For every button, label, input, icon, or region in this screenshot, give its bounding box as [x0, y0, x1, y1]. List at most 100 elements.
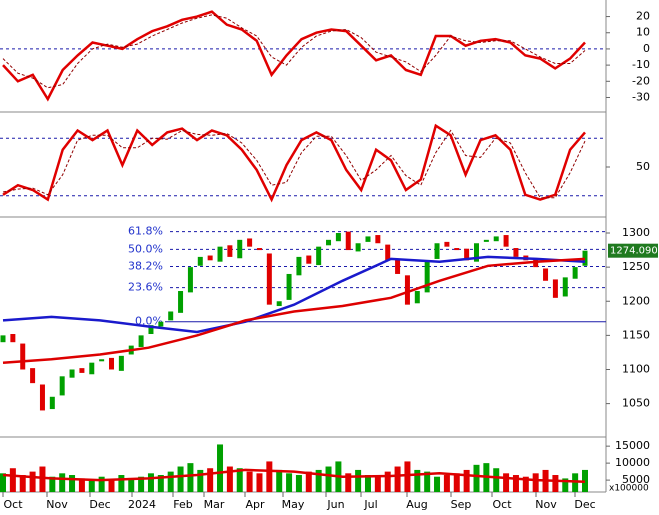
volume-bar [207, 468, 214, 492]
candle-body [306, 255, 312, 264]
candle-body [247, 238, 253, 247]
volume-bar [226, 466, 233, 492]
candle-body [385, 244, 391, 261]
y-tick-label: 1150 [622, 328, 650, 341]
volume-bar [256, 473, 263, 492]
candle-body [404, 275, 410, 305]
candle-body [533, 258, 539, 268]
last-price-box [608, 243, 658, 258]
volume-bar [522, 476, 529, 492]
volume-bar [39, 466, 46, 492]
fib-label: 50.0% [128, 242, 163, 255]
x-tick-label: Sep [451, 498, 472, 511]
line-series [2, 468, 586, 484]
candle-body [276, 301, 282, 307]
candle-body [454, 248, 460, 251]
candle-body [414, 291, 420, 304]
candle-body [582, 250, 588, 266]
volume-bar [473, 464, 480, 492]
y-tick-label: 10 [636, 26, 650, 39]
volume-bar [463, 469, 470, 492]
candle-body [286, 273, 292, 300]
candle-body [187, 267, 193, 293]
volume-bar [197, 469, 204, 492]
volume-bar [138, 476, 145, 492]
candle-body [266, 253, 272, 305]
candle-body [158, 321, 164, 327]
candle-body [207, 255, 213, 261]
candle-body [79, 368, 85, 373]
volume-bar [128, 478, 135, 492]
x-tick-label: Nov [46, 498, 68, 511]
candle-body [464, 248, 470, 261]
volume-bar [29, 471, 36, 492]
y-tick-label: 1250 [622, 260, 650, 273]
volume-bar [118, 475, 125, 492]
x-tick-label: Aug [406, 498, 427, 511]
fib-label: 61.8% [128, 225, 163, 238]
y-tick-label: 10000 [615, 456, 650, 469]
volume-bar [157, 475, 164, 492]
x-tick-label: Dec [89, 498, 110, 511]
volume-bar [315, 469, 322, 492]
candle-body [296, 256, 302, 276]
candle-body [355, 243, 361, 252]
x-tick-label: Feb [173, 498, 192, 511]
line-series [2, 255, 586, 334]
volume-bar [512, 475, 519, 492]
volume-bar [286, 473, 293, 492]
volume-bar [345, 473, 352, 492]
volume-bar [493, 468, 500, 492]
volume-bar [9, 468, 16, 492]
candle-body [118, 355, 124, 371]
volume-bar [177, 466, 184, 492]
fib-label: 38.2% [128, 259, 163, 272]
candle-body [109, 357, 115, 370]
line-series [2, 10, 586, 102]
candle-body [483, 239, 489, 242]
y-tick-label: -10 [632, 58, 650, 71]
volume-bar [88, 480, 95, 492]
line-series [2, 257, 586, 364]
volume-bar [295, 475, 302, 492]
volume-bar [246, 471, 253, 492]
volume-bar [266, 461, 273, 492]
candle-body [493, 236, 499, 242]
candle-body [197, 256, 203, 266]
volume-bar [532, 473, 539, 492]
candle-body [168, 311, 174, 321]
volume-bar [414, 469, 421, 492]
last-price-label: 1274.090 [610, 246, 658, 257]
volume-bar [384, 471, 391, 492]
candle-body [0, 335, 6, 343]
volume-bar [503, 473, 510, 492]
volume-bar [443, 475, 450, 492]
x-tick-label: Nov [535, 498, 557, 511]
line-series [2, 129, 586, 199]
y-tick-label: 15000 [615, 439, 650, 452]
y-tick-label: 50 [636, 160, 650, 173]
candle-body [335, 233, 341, 242]
candle-body [217, 246, 223, 262]
volume-bar [217, 444, 224, 492]
x-tick-label: May [282, 498, 305, 511]
x-tick-label: Apr [245, 498, 265, 511]
x-tick-label: Jul [363, 498, 377, 511]
candle-body [237, 239, 243, 259]
candle-body [10, 334, 16, 343]
volume-bar [236, 468, 243, 492]
x-tick-label: Mar [204, 498, 225, 511]
y-tick-label: -30 [632, 90, 650, 103]
candle-body [138, 335, 144, 347]
volume-bar [147, 473, 154, 492]
x-tick-label: Oct [492, 498, 512, 511]
volume-bar [552, 475, 559, 492]
volume-bar [355, 469, 362, 492]
y-tick-label: 1050 [622, 397, 650, 410]
candle-body [316, 246, 322, 266]
volume-bar [69, 475, 76, 492]
y-tick-label: 5000 [622, 473, 650, 486]
y-tick-label: 0 [643, 42, 650, 55]
volume-bar [108, 480, 115, 492]
candle-body [424, 260, 430, 293]
